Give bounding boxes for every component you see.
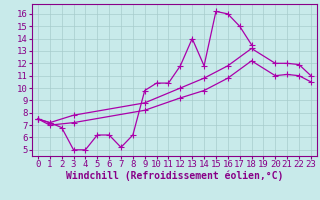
X-axis label: Windchill (Refroidissement éolien,°C): Windchill (Refroidissement éolien,°C) <box>66 171 283 181</box>
